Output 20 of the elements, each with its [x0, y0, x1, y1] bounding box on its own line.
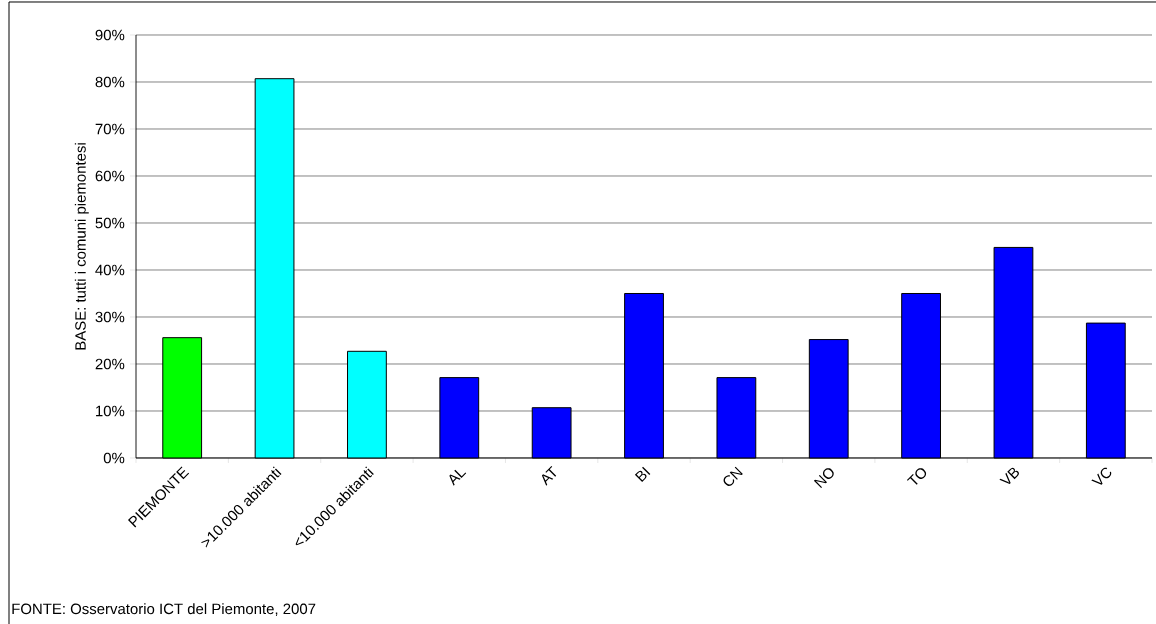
source-note: FONTE: Osservatorio ICT del Piemonte, 2007 — [12, 603, 316, 616]
y-tick-label: 0% — [103, 452, 125, 464]
x-tick-label: VC — [1091, 467, 1112, 485]
x-tick-label: AT — [541, 465, 557, 486]
y-tick-label: 50% — [95, 217, 125, 229]
x-tick-label: CN — [723, 466, 743, 486]
y-tick-label: 70% — [95, 123, 125, 135]
x-tick-label: VB — [999, 467, 1019, 485]
y-tick-label: 10% — [96, 405, 125, 417]
y-axis-title: BASE: tutti i comuni piemontesi — [74, 143, 89, 350]
x-tick-label: BI — [634, 466, 651, 483]
x-tick-label: TO — [906, 468, 927, 485]
x-tick-label: NO — [813, 468, 834, 489]
y-tick-label: 90% — [95, 29, 125, 41]
y-tick-label: 80% — [95, 76, 125, 88]
y-tick-label: 30% — [95, 311, 125, 323]
y-tick-label: 60% — [95, 170, 125, 182]
x-tick-label: AL — [449, 469, 467, 486]
y-tick-label: 40% — [95, 264, 125, 276]
y-tick-label: 20% — [95, 358, 125, 370]
